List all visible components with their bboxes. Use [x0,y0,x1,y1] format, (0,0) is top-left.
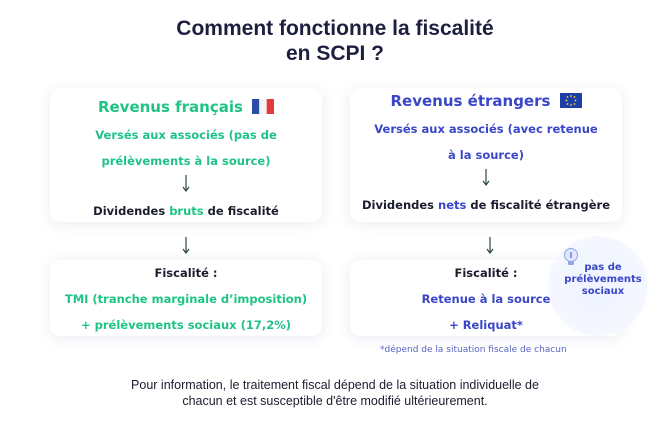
text: de fiscalité [207,204,279,218]
bubble-text: pas de prélèvements sociaux [555,262,651,298]
heading: Revenus étrangers [390,92,551,110]
dividends: Dividendes nets de fiscalité étrangère [350,192,622,218]
tax-line: TMI (tranche marginale d’imposition) [64,292,308,306]
flag-fr [252,99,275,114]
card [50,260,322,336]
heading-row: Revenus français [50,96,322,118]
text-line: chacun et est susceptible d'être modifié… [182,394,488,408]
paid-text: Versés aux associés (avec retenue à la s… [350,116,622,168]
text-line: à la source) [448,148,524,162]
tax-label: Fiscalité : [454,266,518,280]
card [50,88,322,222]
paid-text: Versés aux associés (pas de prélèvements… [50,122,322,174]
flag-eu [559,93,582,108]
text-line: prélèvements [564,274,642,285]
text: Dividendes [362,198,435,212]
title-line: Comment fonctionne la fiscalité [176,17,494,40]
text: de fiscalité étrangère [470,198,610,212]
tax-line: + prélèvements sociaux (17,2%) [81,318,291,332]
text-line: Versés aux associés (pas de [95,128,277,142]
heading-row: Revenus étrangers [350,90,622,112]
text-line: Versés aux associés (avec retenue [374,122,598,136]
card-content: Revenus français Versés aux associés (pa… [50,96,322,224]
card-content: Fiscalité : Retenue à la source + Reliqu… [350,260,622,338]
text: Dividendes [93,204,166,218]
card-content: Revenus étrangers Versés aux associés (a… [350,90,622,218]
tax-label: Fiscalité : [154,266,218,280]
card-content: Fiscalité : TMI (tranche marginale d’imp… [50,260,322,338]
arrow [486,237,494,254]
text-line: sociaux [581,286,625,297]
title-line: en SCPI ? [285,42,385,65]
arrow [182,237,190,254]
text-line: pas de [584,262,622,273]
card [350,88,622,222]
highlight: nets [438,198,467,212]
dividends: Dividendes bruts de fiscalité [50,198,322,224]
arrow [182,175,190,192]
arrow [482,169,490,186]
highlight: bruts [169,204,204,218]
disclaimer: Pour information, le traitement fiscal d… [0,377,670,409]
footnote: *dépend de la situation fiscale de chacu… [380,345,567,355]
tax-line: Retenue à la source [421,292,551,306]
text-line: Pour information, le traitement fiscal d… [131,378,539,392]
text-line: prélèvements à la source) [101,154,271,168]
tax-line: + Reliquat* [449,318,523,332]
title: Comment fonctionne la fiscalité en SCPI … [0,16,670,66]
heading: Revenus français [97,98,243,116]
lightbulb-icon [564,248,578,265]
